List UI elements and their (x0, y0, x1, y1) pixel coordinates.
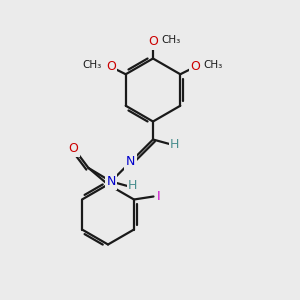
Text: O: O (190, 60, 200, 73)
Text: H: H (170, 137, 180, 151)
Text: N: N (106, 175, 116, 188)
Text: I: I (157, 190, 161, 203)
Text: CH₃: CH₃ (82, 60, 102, 70)
Text: CH₃: CH₃ (161, 35, 181, 46)
Text: CH₃: CH₃ (204, 60, 223, 70)
Text: H: H (128, 179, 138, 193)
Text: O: O (148, 35, 158, 49)
Text: O: O (106, 60, 116, 73)
Text: N: N (126, 155, 135, 169)
Text: O: O (69, 142, 78, 155)
